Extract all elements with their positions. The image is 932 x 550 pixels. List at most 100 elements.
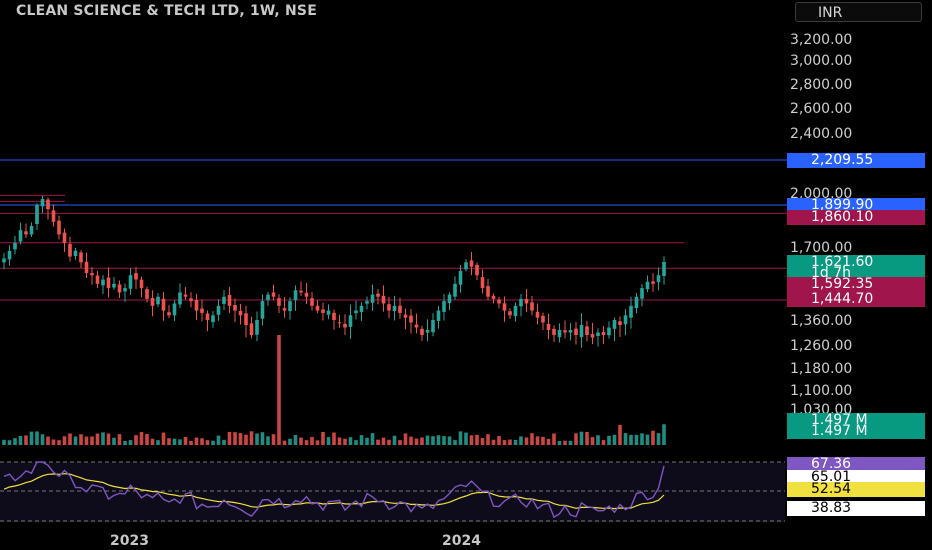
volume-bar [574, 433, 578, 445]
volume-bar [271, 434, 276, 445]
candle-body [84, 261, 89, 274]
level-tag-1899: 1,899.90 [787, 198, 925, 213]
candle-body [123, 288, 127, 292]
candle-body [233, 304, 237, 311]
candle-body [392, 305, 397, 312]
rsi-ma-line [3, 473, 665, 510]
candle-body [40, 198, 45, 207]
candle-body [403, 314, 408, 318]
candle-body [469, 260, 474, 267]
candle-body [458, 270, 463, 285]
volume-bar [123, 440, 127, 445]
volume-bar [453, 440, 457, 445]
candle-body [365, 301, 369, 304]
candle-body [194, 299, 199, 311]
level-tag-1860: 1,860.10 [787, 210, 925, 225]
candle-body [546, 323, 551, 330]
candle-body [68, 243, 72, 257]
volume-bar [590, 437, 595, 445]
volume-bar [337, 437, 342, 445]
candle-body [332, 312, 336, 320]
candle-body [321, 309, 325, 313]
candle-body [524, 298, 529, 304]
price-tick: 1,100.00 [790, 383, 853, 399]
candle-body [337, 322, 342, 324]
candle-body [7, 250, 12, 260]
candle-body [29, 225, 34, 235]
candle-body [596, 332, 600, 337]
volume-bar [233, 432, 237, 445]
volume-bar [502, 440, 507, 445]
volume-bar [156, 440, 160, 445]
candle-body [57, 220, 61, 235]
rsi-ma-tag: 52.54 [787, 482, 925, 497]
candle-body [552, 328, 556, 335]
price-tick: 3,000.00 [790, 53, 853, 69]
volume-bar [535, 436, 540, 445]
volume-bar [436, 435, 441, 445]
candle-body [304, 292, 309, 297]
candle-body [167, 312, 171, 316]
volume-bar [546, 438, 551, 445]
volume-bar [134, 435, 138, 445]
time-label-2024: 2024 [442, 533, 481, 549]
candle-body [480, 277, 485, 289]
candle-body [211, 315, 215, 323]
volume-bar [480, 438, 485, 445]
candle-body [486, 286, 490, 297]
volume-bar [447, 436, 452, 445]
candle-body [343, 323, 347, 328]
candle-body [656, 275, 661, 283]
candle-body [216, 305, 221, 315]
candle-body [348, 315, 353, 327]
currency-selector[interactable]: INR [795, 2, 922, 22]
volume-bar [35, 431, 39, 445]
horizontal-levels [0, 159, 787, 301]
level-tag-2209: 2,209.55 [787, 153, 925, 168]
volume-bar [508, 439, 512, 445]
volume-bar [640, 433, 644, 445]
candlesticks [2, 195, 666, 348]
volume-bar [310, 436, 314, 445]
volume-bar [552, 433, 556, 445]
price-tick: 2,600.00 [790, 101, 853, 117]
candle-body [249, 323, 254, 335]
volume-bar [651, 430, 655, 445]
candle-body [134, 273, 138, 280]
volume-bar [381, 437, 386, 445]
volume-bar [612, 434, 617, 445]
candle-body [563, 330, 567, 333]
volume-bar [205, 440, 210, 445]
candle-body [491, 295, 496, 299]
volume-bar [238, 433, 243, 445]
volume-bar [24, 435, 28, 445]
volume-bar [634, 434, 639, 445]
candle-body [128, 275, 133, 289]
volume-bar [117, 434, 122, 445]
candle-body [161, 298, 166, 311]
candle-body [640, 288, 644, 299]
candle-body [585, 326, 589, 335]
candle-body [398, 305, 402, 313]
volume-bar [513, 439, 518, 445]
volume-bar [288, 438, 292, 445]
candle-body [623, 315, 628, 325]
volume-bars [2, 335, 666, 445]
time-label-2023: 2023 [110, 533, 149, 549]
volume-bar [255, 433, 259, 445]
volume-bar [491, 439, 496, 445]
candle-body [101, 279, 105, 286]
candle-body [618, 321, 622, 325]
volume-bar [332, 432, 336, 445]
price-tick: 1,260.00 [790, 338, 853, 354]
candle-body [497, 299, 501, 304]
volume-bar [222, 439, 226, 445]
rsi-band [0, 462, 785, 522]
candle-body [431, 320, 435, 333]
candle-body [387, 304, 391, 311]
candle-body [255, 320, 259, 335]
volume-bar [662, 424, 666, 445]
candle-body [117, 284, 122, 293]
candle-body [183, 294, 188, 297]
